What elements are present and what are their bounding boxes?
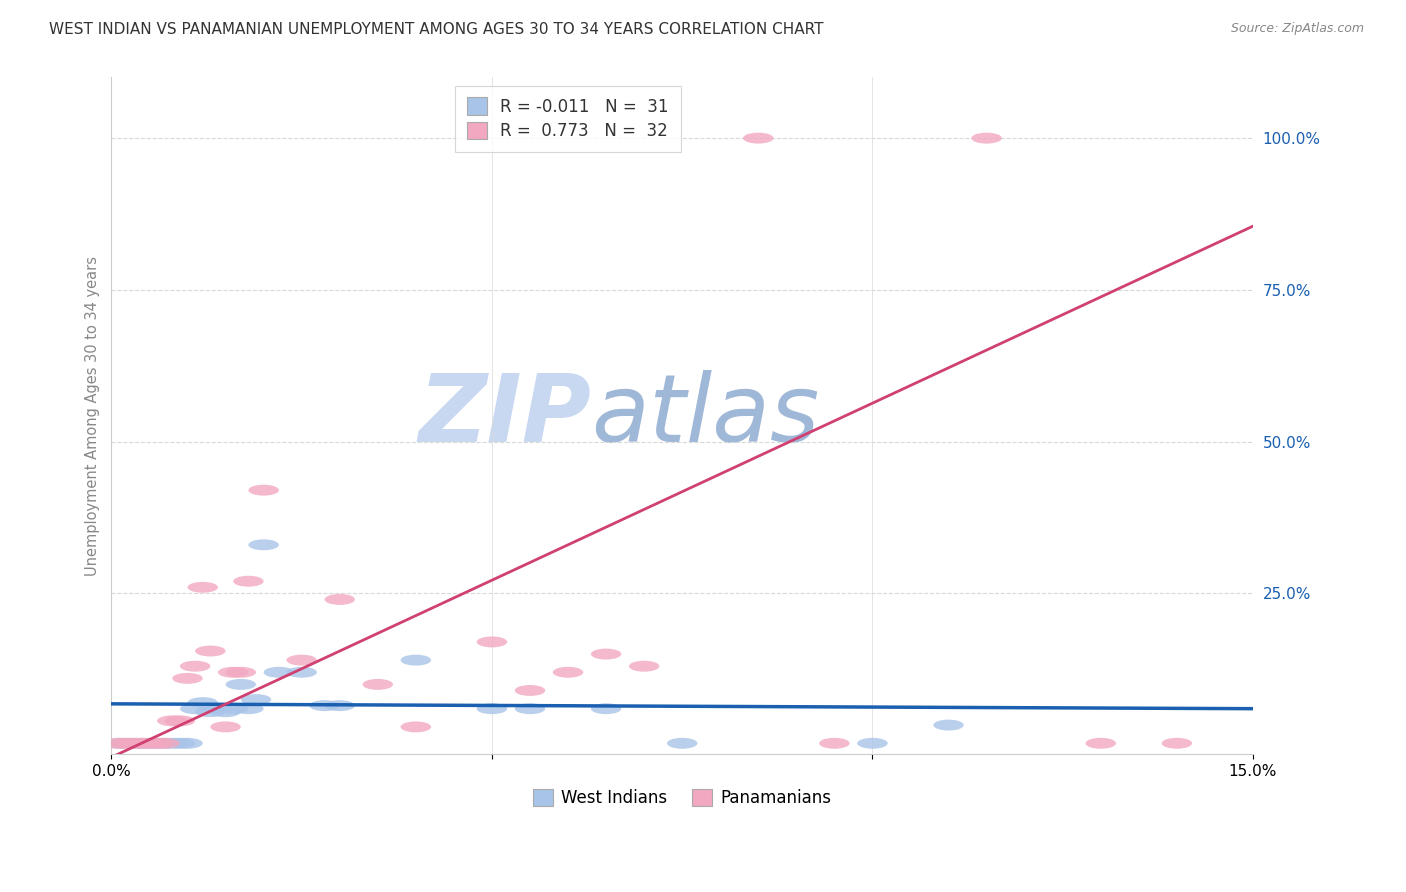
Ellipse shape — [149, 738, 180, 748]
Ellipse shape — [180, 661, 211, 672]
Ellipse shape — [858, 738, 887, 748]
Ellipse shape — [180, 703, 211, 714]
Text: ZIP: ZIP — [418, 370, 591, 462]
Ellipse shape — [820, 738, 849, 748]
Ellipse shape — [515, 685, 546, 696]
Ellipse shape — [111, 738, 142, 748]
Ellipse shape — [195, 646, 225, 657]
Ellipse shape — [211, 722, 240, 732]
Text: Source: ZipAtlas.com: Source: ZipAtlas.com — [1230, 22, 1364, 36]
Ellipse shape — [240, 694, 271, 705]
Ellipse shape — [233, 703, 263, 714]
Ellipse shape — [173, 673, 202, 684]
Ellipse shape — [127, 738, 157, 748]
Ellipse shape — [111, 738, 142, 748]
Ellipse shape — [225, 667, 256, 678]
Ellipse shape — [591, 703, 621, 714]
Ellipse shape — [218, 667, 249, 678]
Ellipse shape — [628, 661, 659, 672]
Ellipse shape — [591, 648, 621, 659]
Ellipse shape — [104, 738, 134, 748]
Ellipse shape — [165, 715, 195, 726]
Ellipse shape — [157, 738, 187, 748]
Ellipse shape — [249, 540, 278, 550]
Ellipse shape — [553, 667, 583, 678]
Ellipse shape — [142, 738, 173, 748]
Text: WEST INDIAN VS PANAMANIAN UNEMPLOYMENT AMONG AGES 30 TO 34 YEARS CORRELATION CHA: WEST INDIAN VS PANAMANIAN UNEMPLOYMENT A… — [49, 22, 824, 37]
Ellipse shape — [287, 667, 316, 678]
Ellipse shape — [934, 720, 963, 731]
Ellipse shape — [309, 700, 340, 711]
Ellipse shape — [218, 703, 249, 714]
Ellipse shape — [202, 703, 233, 714]
Ellipse shape — [165, 738, 195, 748]
Ellipse shape — [744, 133, 773, 144]
Ellipse shape — [477, 637, 508, 648]
Ellipse shape — [225, 679, 256, 690]
Ellipse shape — [187, 698, 218, 708]
Ellipse shape — [134, 738, 165, 748]
Ellipse shape — [263, 667, 294, 678]
Ellipse shape — [666, 738, 697, 748]
Ellipse shape — [195, 706, 225, 717]
Text: atlas: atlas — [591, 370, 820, 461]
Ellipse shape — [120, 738, 149, 748]
Ellipse shape — [972, 133, 1002, 144]
Ellipse shape — [173, 738, 202, 748]
Ellipse shape — [249, 484, 278, 496]
Ellipse shape — [127, 738, 157, 748]
Ellipse shape — [120, 738, 149, 748]
Ellipse shape — [149, 738, 180, 748]
Ellipse shape — [363, 679, 394, 690]
Legend: West Indians, Panamanians: West Indians, Panamanians — [526, 782, 838, 814]
Ellipse shape — [401, 722, 432, 732]
Ellipse shape — [1085, 738, 1116, 748]
Ellipse shape — [187, 582, 218, 593]
Ellipse shape — [233, 575, 263, 587]
Ellipse shape — [325, 594, 354, 605]
Ellipse shape — [515, 703, 546, 714]
Ellipse shape — [142, 738, 173, 748]
Ellipse shape — [287, 655, 316, 665]
Ellipse shape — [1161, 738, 1192, 748]
Y-axis label: Unemployment Among Ages 30 to 34 years: Unemployment Among Ages 30 to 34 years — [86, 256, 100, 576]
Ellipse shape — [211, 706, 240, 717]
Ellipse shape — [325, 700, 354, 711]
Ellipse shape — [134, 738, 165, 748]
Ellipse shape — [104, 738, 134, 748]
Ellipse shape — [157, 715, 187, 726]
Ellipse shape — [401, 655, 432, 665]
Ellipse shape — [477, 703, 508, 714]
